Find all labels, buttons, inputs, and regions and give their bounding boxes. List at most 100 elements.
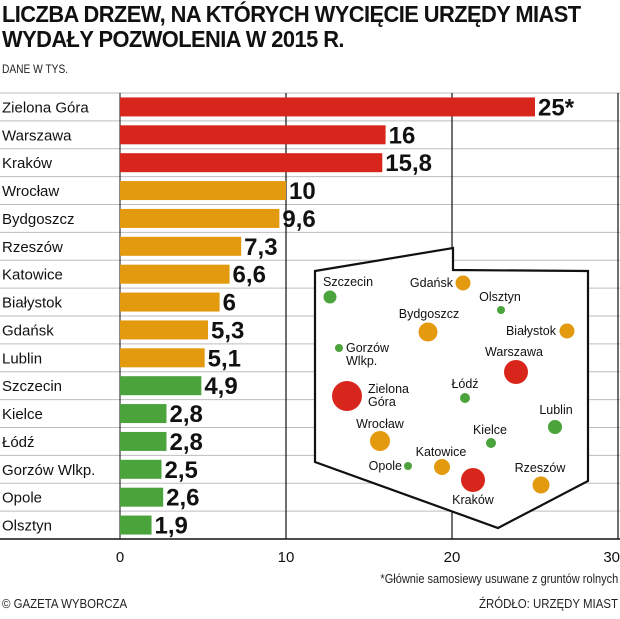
map-city-łódź: Łódź [451, 377, 479, 403]
bar-kielce [120, 404, 167, 424]
city-label: Zielona Góra [368, 382, 409, 409]
bar-łódź [120, 431, 167, 451]
city-label: Gdańsk [410, 276, 454, 290]
bar-gdańsk [120, 320, 208, 340]
city-label: Bydgoszcz [399, 307, 459, 321]
city-label: Łódź [451, 377, 478, 391]
map-city-kielce: Kielce [473, 423, 507, 448]
city-marker [404, 462, 412, 470]
map-city-olsztyn: Olsztyn [479, 290, 521, 314]
x-tick-label: 20 [444, 549, 461, 566]
city-marker [548, 420, 562, 434]
x-tick-label: 30 [603, 549, 620, 566]
city-marker [559, 323, 575, 339]
bars [120, 97, 535, 535]
value-label: 1,9 [155, 513, 188, 540]
category-label: Zielona Góra [2, 99, 89, 116]
bar-gorzów-wlkp- [120, 459, 162, 479]
city-label-line: Zielona [368, 382, 409, 396]
city-marker [461, 468, 485, 492]
city-label: Warszawa [485, 345, 543, 359]
bar-lublin [120, 348, 205, 368]
category-label: Lublin [2, 350, 42, 367]
category-label: Gorzów Wlkp. [2, 462, 95, 479]
chart-title: LICZBA DRZEW, NA KTÓRYCH WYCIĘCIE URZĘDY… [2, 2, 581, 52]
category-label: Kraków [2, 155, 52, 172]
bar-wrocław [120, 181, 286, 201]
map-city-zielona-góra: Zielona Góra [332, 381, 409, 411]
bar-białystok [120, 292, 220, 312]
value-label: 10 [289, 178, 316, 205]
city-label: Białystok [506, 324, 557, 338]
map-city-szczecin: Szczecin [323, 275, 373, 304]
city-marker [486, 438, 496, 448]
bar-zielona-góra [120, 97, 535, 117]
map-city-wrocław: Wrocław [356, 417, 405, 451]
city-label: Olsztyn [479, 290, 521, 304]
category-label: Katowice [2, 267, 63, 284]
value-label: 5,3 [211, 317, 244, 344]
map-city-gorzów-wlkp-: Gorzów Wlkp. [335, 341, 390, 368]
value-label: 6,6 [233, 262, 266, 289]
category-label: Białystok [2, 295, 63, 312]
bar-bydgoszcz [120, 208, 280, 228]
category-label: Warszawa [2, 127, 72, 144]
chart-title-line-1: LICZBA DRZEW, NA KTÓRYCH WYCIĘCIE URZĘDY… [2, 1, 581, 27]
bar-rzeszów [120, 236, 242, 256]
category-labels: Zielona Góra Warszawa Kraków Wrocław Bydgosz… [2, 99, 95, 534]
category-label: Olsztyn [2, 518, 52, 535]
map-city-katowice: Katowice [416, 445, 466, 475]
city-marker [370, 431, 390, 451]
value-label: 25* [538, 94, 575, 121]
bar-kraków [120, 153, 383, 173]
bar-katowice [120, 264, 230, 284]
city-label: Gorzów Wlkp. [346, 341, 390, 368]
copyright-credit: © GAZETA WYBORCZA [2, 596, 128, 611]
value-label: 2,8 [169, 401, 202, 428]
value-label: 2,8 [169, 429, 202, 456]
map-city-bydgoszcz: Bydgoszcz [399, 307, 459, 342]
city-label-line: Gorzów [346, 341, 390, 355]
category-label: Wrocław [2, 183, 59, 200]
value-label: 15,8 [385, 150, 432, 177]
value-label: 5,1 [208, 345, 241, 372]
city-marker [323, 290, 337, 304]
map-city-gdańsk: Gdańsk [410, 275, 471, 291]
category-label: Łódź [2, 434, 35, 451]
city-label: Wrocław [356, 417, 405, 431]
city-marker [418, 322, 438, 342]
map-city-warszawa: Warszawa [485, 345, 543, 384]
category-label: Kielce [2, 406, 43, 423]
map-city-opole: Opole [369, 459, 412, 473]
category-label: Bydgoszcz [2, 211, 75, 228]
value-label: 6 [223, 290, 236, 317]
category-label: Opole [2, 490, 42, 507]
city-marker [332, 381, 362, 411]
bar-warszawa [120, 125, 386, 145]
city-label-line: Góra [368, 395, 396, 409]
city-marker [504, 360, 528, 384]
x-tick-label: 0 [116, 549, 124, 566]
category-label: Gdańsk [2, 322, 54, 339]
category-label: Szczecin [2, 378, 62, 395]
city-label: Kraków [452, 493, 495, 507]
city-marker [434, 459, 450, 475]
value-labels: 25*1615,8109,67,36,665,35,14,92,82,82,52… [155, 94, 575, 539]
city-label: Opole [369, 459, 402, 473]
city-label: Rzeszów [515, 461, 567, 475]
city-label: Szczecin [323, 275, 373, 289]
value-label: 16 [389, 122, 416, 149]
city-marker [532, 476, 550, 494]
x-axis: 0 10 20 30 [0, 538, 620, 566]
category-label: Rzeszów [2, 239, 63, 256]
value-label: 2,5 [165, 457, 198, 484]
chart-subtitle: DANE W TYS. [2, 62, 69, 76]
poland-map-inset: Szczecin Gdańsk Olsztyn Bydgoszcz Białystok G… [313, 246, 590, 530]
footnote: *Głównie samosiewy usuwane z gruntów rol… [380, 572, 618, 586]
city-label: Kielce [473, 423, 507, 437]
city-label: Lublin [539, 403, 572, 417]
city-marker [455, 275, 471, 291]
bar-szczecin [120, 376, 202, 396]
map-city-białystok: Białystok [506, 323, 575, 339]
